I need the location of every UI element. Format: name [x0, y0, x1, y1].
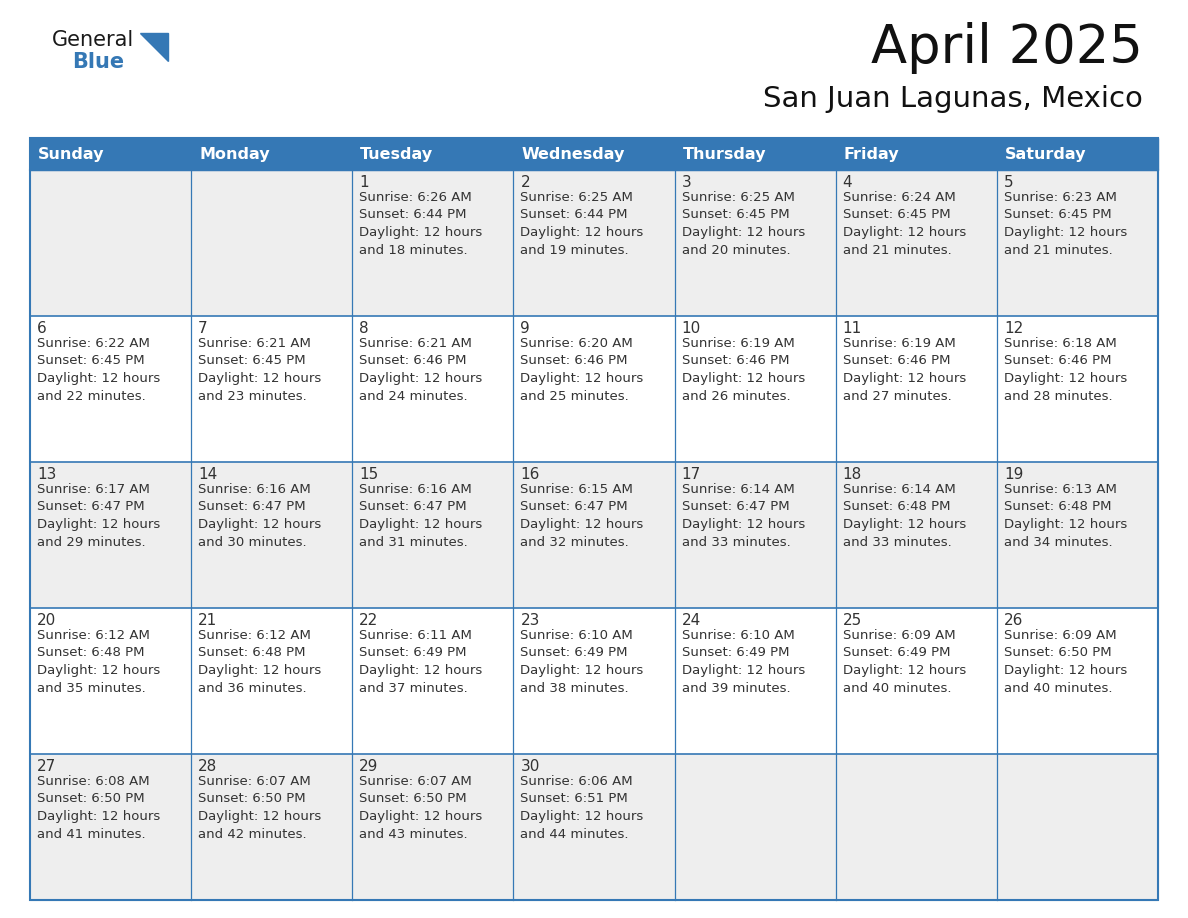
Text: 30: 30 — [520, 759, 539, 774]
Text: Sunrise: 6:09 AM
Sunset: 6:49 PM
Daylight: 12 hours
and 40 minutes.: Sunrise: 6:09 AM Sunset: 6:49 PM Dayligh… — [842, 629, 966, 695]
Bar — [675, 138, 835, 170]
Bar — [353, 138, 513, 170]
Polygon shape — [140, 33, 168, 61]
Text: Tuesday: Tuesday — [360, 147, 434, 162]
Text: Sunrise: 6:24 AM
Sunset: 6:45 PM
Daylight: 12 hours
and 21 minutes.: Sunrise: 6:24 AM Sunset: 6:45 PM Dayligh… — [842, 191, 966, 256]
Bar — [191, 138, 353, 170]
Text: 12: 12 — [1004, 321, 1023, 336]
Text: 10: 10 — [682, 321, 701, 336]
Text: San Juan Lagunas, Mexico: San Juan Lagunas, Mexico — [763, 85, 1143, 113]
Text: Sunrise: 6:12 AM
Sunset: 6:48 PM
Daylight: 12 hours
and 36 minutes.: Sunrise: 6:12 AM Sunset: 6:48 PM Dayligh… — [198, 629, 322, 695]
Text: Sunrise: 6:22 AM
Sunset: 6:45 PM
Daylight: 12 hours
and 22 minutes.: Sunrise: 6:22 AM Sunset: 6:45 PM Dayligh… — [37, 337, 160, 402]
Text: Sunrise: 6:16 AM
Sunset: 6:47 PM
Daylight: 12 hours
and 30 minutes.: Sunrise: 6:16 AM Sunset: 6:47 PM Dayligh… — [198, 483, 322, 548]
Text: Sunrise: 6:23 AM
Sunset: 6:45 PM
Daylight: 12 hours
and 21 minutes.: Sunrise: 6:23 AM Sunset: 6:45 PM Dayligh… — [1004, 191, 1127, 256]
Text: Sunrise: 6:19 AM
Sunset: 6:46 PM
Daylight: 12 hours
and 27 minutes.: Sunrise: 6:19 AM Sunset: 6:46 PM Dayligh… — [842, 337, 966, 402]
Text: Sunrise: 6:26 AM
Sunset: 6:44 PM
Daylight: 12 hours
and 18 minutes.: Sunrise: 6:26 AM Sunset: 6:44 PM Dayligh… — [359, 191, 482, 256]
Text: 5: 5 — [1004, 175, 1013, 190]
Text: 21: 21 — [198, 613, 217, 628]
Text: 1: 1 — [359, 175, 369, 190]
Text: 22: 22 — [359, 613, 379, 628]
Bar — [30, 608, 1158, 754]
Text: Sunrise: 6:18 AM
Sunset: 6:46 PM
Daylight: 12 hours
and 28 minutes.: Sunrise: 6:18 AM Sunset: 6:46 PM Dayligh… — [1004, 337, 1127, 402]
Text: Sunday: Sunday — [38, 147, 105, 162]
Text: 20: 20 — [37, 613, 56, 628]
Text: Sunrise: 6:25 AM
Sunset: 6:45 PM
Daylight: 12 hours
and 20 minutes.: Sunrise: 6:25 AM Sunset: 6:45 PM Dayligh… — [682, 191, 804, 256]
Text: 26: 26 — [1004, 613, 1023, 628]
Text: Sunrise: 6:08 AM
Sunset: 6:50 PM
Daylight: 12 hours
and 41 minutes.: Sunrise: 6:08 AM Sunset: 6:50 PM Dayligh… — [37, 775, 160, 841]
Text: 14: 14 — [198, 467, 217, 482]
Text: Friday: Friday — [843, 147, 899, 162]
Text: Sunrise: 6:13 AM
Sunset: 6:48 PM
Daylight: 12 hours
and 34 minutes.: Sunrise: 6:13 AM Sunset: 6:48 PM Dayligh… — [1004, 483, 1127, 548]
Text: Sunrise: 6:14 AM
Sunset: 6:48 PM
Daylight: 12 hours
and 33 minutes.: Sunrise: 6:14 AM Sunset: 6:48 PM Dayligh… — [842, 483, 966, 548]
Text: Thursday: Thursday — [683, 147, 766, 162]
Bar — [30, 316, 1158, 462]
Text: Sunrise: 6:17 AM
Sunset: 6:47 PM
Daylight: 12 hours
and 29 minutes.: Sunrise: 6:17 AM Sunset: 6:47 PM Dayligh… — [37, 483, 160, 548]
Bar — [30, 754, 1158, 900]
Text: Sunrise: 6:10 AM
Sunset: 6:49 PM
Daylight: 12 hours
and 39 minutes.: Sunrise: 6:10 AM Sunset: 6:49 PM Dayligh… — [682, 629, 804, 695]
Text: 6: 6 — [37, 321, 46, 336]
Text: 11: 11 — [842, 321, 862, 336]
Bar — [997, 138, 1158, 170]
Bar — [513, 138, 675, 170]
Text: 4: 4 — [842, 175, 852, 190]
Text: Sunrise: 6:11 AM
Sunset: 6:49 PM
Daylight: 12 hours
and 37 minutes.: Sunrise: 6:11 AM Sunset: 6:49 PM Dayligh… — [359, 629, 482, 695]
Bar — [835, 138, 997, 170]
Bar — [30, 138, 191, 170]
Text: 7: 7 — [198, 321, 208, 336]
Text: Blue: Blue — [72, 52, 124, 72]
Text: Sunrise: 6:20 AM
Sunset: 6:46 PM
Daylight: 12 hours
and 25 minutes.: Sunrise: 6:20 AM Sunset: 6:46 PM Dayligh… — [520, 337, 644, 402]
Text: Sunrise: 6:19 AM
Sunset: 6:46 PM
Daylight: 12 hours
and 26 minutes.: Sunrise: 6:19 AM Sunset: 6:46 PM Dayligh… — [682, 337, 804, 402]
Text: General: General — [52, 30, 134, 50]
Text: 24: 24 — [682, 613, 701, 628]
Text: 13: 13 — [37, 467, 56, 482]
Text: 8: 8 — [359, 321, 369, 336]
Text: 18: 18 — [842, 467, 862, 482]
Text: Sunrise: 6:16 AM
Sunset: 6:47 PM
Daylight: 12 hours
and 31 minutes.: Sunrise: 6:16 AM Sunset: 6:47 PM Dayligh… — [359, 483, 482, 548]
Text: Sunrise: 6:10 AM
Sunset: 6:49 PM
Daylight: 12 hours
and 38 minutes.: Sunrise: 6:10 AM Sunset: 6:49 PM Dayligh… — [520, 629, 644, 695]
Text: 17: 17 — [682, 467, 701, 482]
Text: Sunrise: 6:15 AM
Sunset: 6:47 PM
Daylight: 12 hours
and 32 minutes.: Sunrise: 6:15 AM Sunset: 6:47 PM Dayligh… — [520, 483, 644, 548]
Text: 3: 3 — [682, 175, 691, 190]
Text: 16: 16 — [520, 467, 539, 482]
Text: 25: 25 — [842, 613, 862, 628]
Bar — [30, 138, 1158, 900]
Text: 2: 2 — [520, 175, 530, 190]
Text: Monday: Monday — [200, 147, 270, 162]
Text: April 2025: April 2025 — [871, 22, 1143, 74]
Text: 9: 9 — [520, 321, 530, 336]
Text: Sunrise: 6:14 AM
Sunset: 6:47 PM
Daylight: 12 hours
and 33 minutes.: Sunrise: 6:14 AM Sunset: 6:47 PM Dayligh… — [682, 483, 804, 548]
Text: Sunrise: 6:06 AM
Sunset: 6:51 PM
Daylight: 12 hours
and 44 minutes.: Sunrise: 6:06 AM Sunset: 6:51 PM Dayligh… — [520, 775, 644, 841]
Text: 27: 27 — [37, 759, 56, 774]
Text: Saturday: Saturday — [1005, 147, 1086, 162]
Text: Wednesday: Wednesday — [522, 147, 625, 162]
Text: Sunrise: 6:25 AM
Sunset: 6:44 PM
Daylight: 12 hours
and 19 minutes.: Sunrise: 6:25 AM Sunset: 6:44 PM Dayligh… — [520, 191, 644, 256]
Text: Sunrise: 6:12 AM
Sunset: 6:48 PM
Daylight: 12 hours
and 35 minutes.: Sunrise: 6:12 AM Sunset: 6:48 PM Dayligh… — [37, 629, 160, 695]
Text: 29: 29 — [359, 759, 379, 774]
Text: 28: 28 — [198, 759, 217, 774]
Text: Sunrise: 6:09 AM
Sunset: 6:50 PM
Daylight: 12 hours
and 40 minutes.: Sunrise: 6:09 AM Sunset: 6:50 PM Dayligh… — [1004, 629, 1127, 695]
Text: Sunrise: 6:21 AM
Sunset: 6:46 PM
Daylight: 12 hours
and 24 minutes.: Sunrise: 6:21 AM Sunset: 6:46 PM Dayligh… — [359, 337, 482, 402]
Text: 19: 19 — [1004, 467, 1023, 482]
Text: 23: 23 — [520, 613, 539, 628]
Text: Sunrise: 6:07 AM
Sunset: 6:50 PM
Daylight: 12 hours
and 42 minutes.: Sunrise: 6:07 AM Sunset: 6:50 PM Dayligh… — [198, 775, 322, 841]
Text: Sunrise: 6:07 AM
Sunset: 6:50 PM
Daylight: 12 hours
and 43 minutes.: Sunrise: 6:07 AM Sunset: 6:50 PM Dayligh… — [359, 775, 482, 841]
Text: Sunrise: 6:21 AM
Sunset: 6:45 PM
Daylight: 12 hours
and 23 minutes.: Sunrise: 6:21 AM Sunset: 6:45 PM Dayligh… — [198, 337, 322, 402]
Bar — [30, 170, 1158, 316]
Bar — [30, 462, 1158, 608]
Text: 15: 15 — [359, 467, 379, 482]
